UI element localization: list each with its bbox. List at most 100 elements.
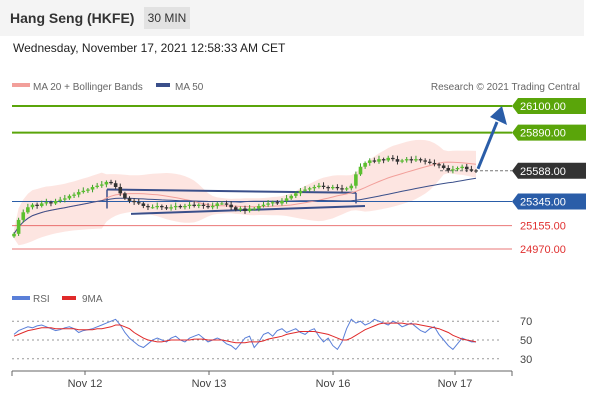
- candle-body: [381, 159, 386, 161]
- candle-body: [113, 183, 118, 187]
- candle-body: [372, 160, 377, 162]
- candle-body: [340, 188, 344, 190]
- candle-body: [76, 192, 81, 195]
- candle-body: [432, 162, 437, 165]
- candle-body: [317, 185, 321, 187]
- candle-body: [233, 207, 238, 210]
- level-tag-bg: [512, 162, 586, 179]
- candle-body: [335, 186, 340, 189]
- candle-body: [441, 165, 446, 169]
- candle-body: [414, 159, 418, 161]
- candle-body: [26, 207, 30, 213]
- candle-body: [183, 205, 187, 208]
- candle-body: [464, 166, 469, 170]
- pivot-level-tag: 25345.00: [512, 193, 586, 210]
- candle-body: [90, 186, 95, 190]
- level-tag-label: 25345.00: [520, 197, 566, 209]
- candle-body: [469, 169, 474, 171]
- candle-body: [270, 202, 275, 204]
- level-tag-label: 25155.00: [520, 221, 566, 233]
- candle-body: [400, 160, 404, 162]
- candle-body: [16, 219, 21, 234]
- rsi-legend-label: RSI: [33, 294, 50, 305]
- candle-body: [363, 162, 367, 167]
- candle-body: [210, 205, 215, 208]
- resistance-level-tag: 26100.00: [512, 98, 586, 114]
- candle-body: [146, 205, 150, 208]
- candle-body: [386, 157, 391, 161]
- x-axis-tick-label: Nov 16: [316, 378, 351, 390]
- candle-body: [344, 188, 349, 190]
- candle-body: [136, 202, 141, 204]
- candle-body: [354, 174, 358, 186]
- candle-body: [312, 186, 317, 189]
- candle-body: [86, 189, 90, 191]
- candle-body: [192, 204, 196, 206]
- candle-body: [201, 204, 206, 206]
- candle-body: [321, 185, 326, 187]
- rsi-ma-legend-swatch: [62, 296, 76, 300]
- candle-body: [266, 203, 270, 205]
- support-level-tag: 25155.00: [520, 221, 566, 233]
- candle-body: [53, 200, 58, 204]
- candle-body: [243, 208, 247, 212]
- candle-body: [367, 160, 372, 163]
- candle-body: [298, 190, 303, 194]
- date-time-label: Wednesday, November 17, 2021 12:58:33 AM…: [13, 41, 286, 55]
- candle-body: [44, 202, 49, 204]
- ma50-legend-swatch: [156, 83, 170, 87]
- candle-body: [303, 189, 307, 191]
- candle-body: [141, 203, 146, 206]
- rsi-tick-label: 70: [520, 316, 532, 328]
- candle-body: [95, 185, 99, 187]
- candle-body: [206, 205, 210, 208]
- level-tag-bg: [512, 98, 586, 114]
- candle-body: [220, 203, 224, 205]
- candle-body: [109, 181, 113, 184]
- last-level-tag: 25588.00: [512, 162, 586, 179]
- candle-body: [257, 205, 261, 209]
- rsi-line: [13, 318, 476, 351]
- candle-body: [155, 205, 160, 208]
- candle-body: [377, 159, 381, 162]
- candle-body: [12, 233, 16, 237]
- rsi-ma-legend-label: 9MA: [82, 294, 103, 305]
- candle-body: [455, 168, 460, 170]
- candle-body: [349, 185, 354, 189]
- candle-body: [280, 200, 284, 204]
- candle-body: [294, 193, 298, 196]
- candle-body: [409, 159, 414, 161]
- candle-body: [437, 164, 441, 166]
- candle-body: [215, 203, 220, 206]
- candle-body: [330, 186, 335, 189]
- candle-body: [404, 159, 409, 161]
- candle-body: [67, 195, 72, 199]
- candle-body: [418, 159, 423, 161]
- header-bar: Hang Seng (HKFE) 30 MIN: [0, 0, 584, 36]
- x-axis-tick-label: Nov 12: [68, 378, 103, 390]
- candle-body: [118, 186, 123, 194]
- candle-body: [123, 193, 127, 199]
- rsi-legend-swatch: [12, 296, 30, 300]
- candle-body: [326, 186, 330, 189]
- forecast-arrow-head: [490, 106, 507, 125]
- candle-body: [21, 212, 26, 220]
- ma20-legend-swatch: [12, 83, 30, 87]
- credit-label: Research © 2021 Trading Central: [431, 82, 580, 93]
- ma20-legend-label: MA 20 + Bollinger Bands: [33, 82, 143, 93]
- ma50-line: [13, 177, 477, 235]
- level-tag-bg: [512, 193, 586, 210]
- forecast-arrow-shaft: [476, 121, 499, 170]
- candle-body: [99, 184, 104, 186]
- candle-body: [252, 208, 257, 210]
- candle-body: [104, 181, 109, 185]
- rsi-tick-label: 30: [520, 354, 532, 366]
- candle-body: [289, 195, 293, 199]
- candle-body: [423, 160, 427, 162]
- level-tag-bg: [512, 124, 586, 141]
- instrument-title: Hang Seng (HKFE): [10, 10, 135, 26]
- timeframe-button[interactable]: 30 MIN: [144, 7, 190, 29]
- candle-body: [39, 203, 44, 206]
- candle-body: [58, 199, 62, 201]
